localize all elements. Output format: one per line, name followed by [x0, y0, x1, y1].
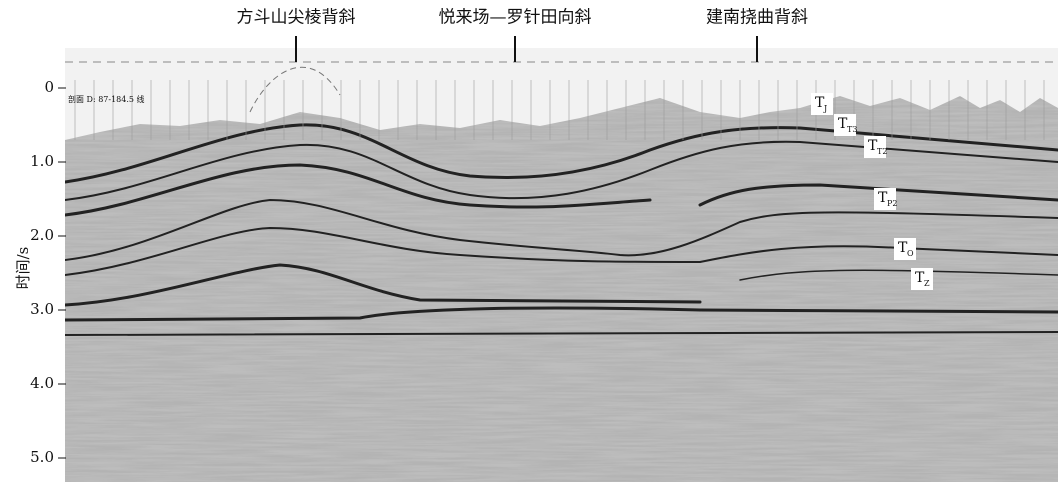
horizon-subscript: P2: [887, 199, 897, 208]
horizon-subscript: Z: [924, 279, 930, 288]
structure-label: 建南挠曲背斜: [706, 8, 808, 28]
tick-label: 5.0: [30, 448, 54, 466]
horizon-subscript: T3: [847, 125, 857, 134]
structure-label: 方斗山尖棱背斜: [237, 8, 356, 28]
horizon-subscript: J: [823, 104, 827, 113]
profile-label: 剖面 D: 87-184.5 线: [68, 94, 145, 104]
tick-label: 3.0: [30, 300, 54, 318]
figure: 剖面 D: 87-184.5 线 方斗山尖棱背斜悦来场—罗针田向斜建南挠曲背斜 …: [0, 0, 1058, 482]
seismic-section: [65, 48, 1058, 482]
horizon-subscript: O: [907, 249, 914, 258]
horizon-subscript: T2: [877, 147, 887, 156]
y-axis: 0 1.0 2.0 3.0 4.0 5.0: [30, 78, 66, 466]
tick-label: 0: [44, 78, 54, 96]
structure-label: 悦来场—罗针田向斜: [439, 8, 592, 28]
tick-label: 2.0: [30, 226, 54, 244]
tick-label: 1.0: [30, 152, 54, 170]
axis-title: 时间/s: [14, 247, 32, 290]
tick-label: 4.0: [30, 374, 54, 392]
